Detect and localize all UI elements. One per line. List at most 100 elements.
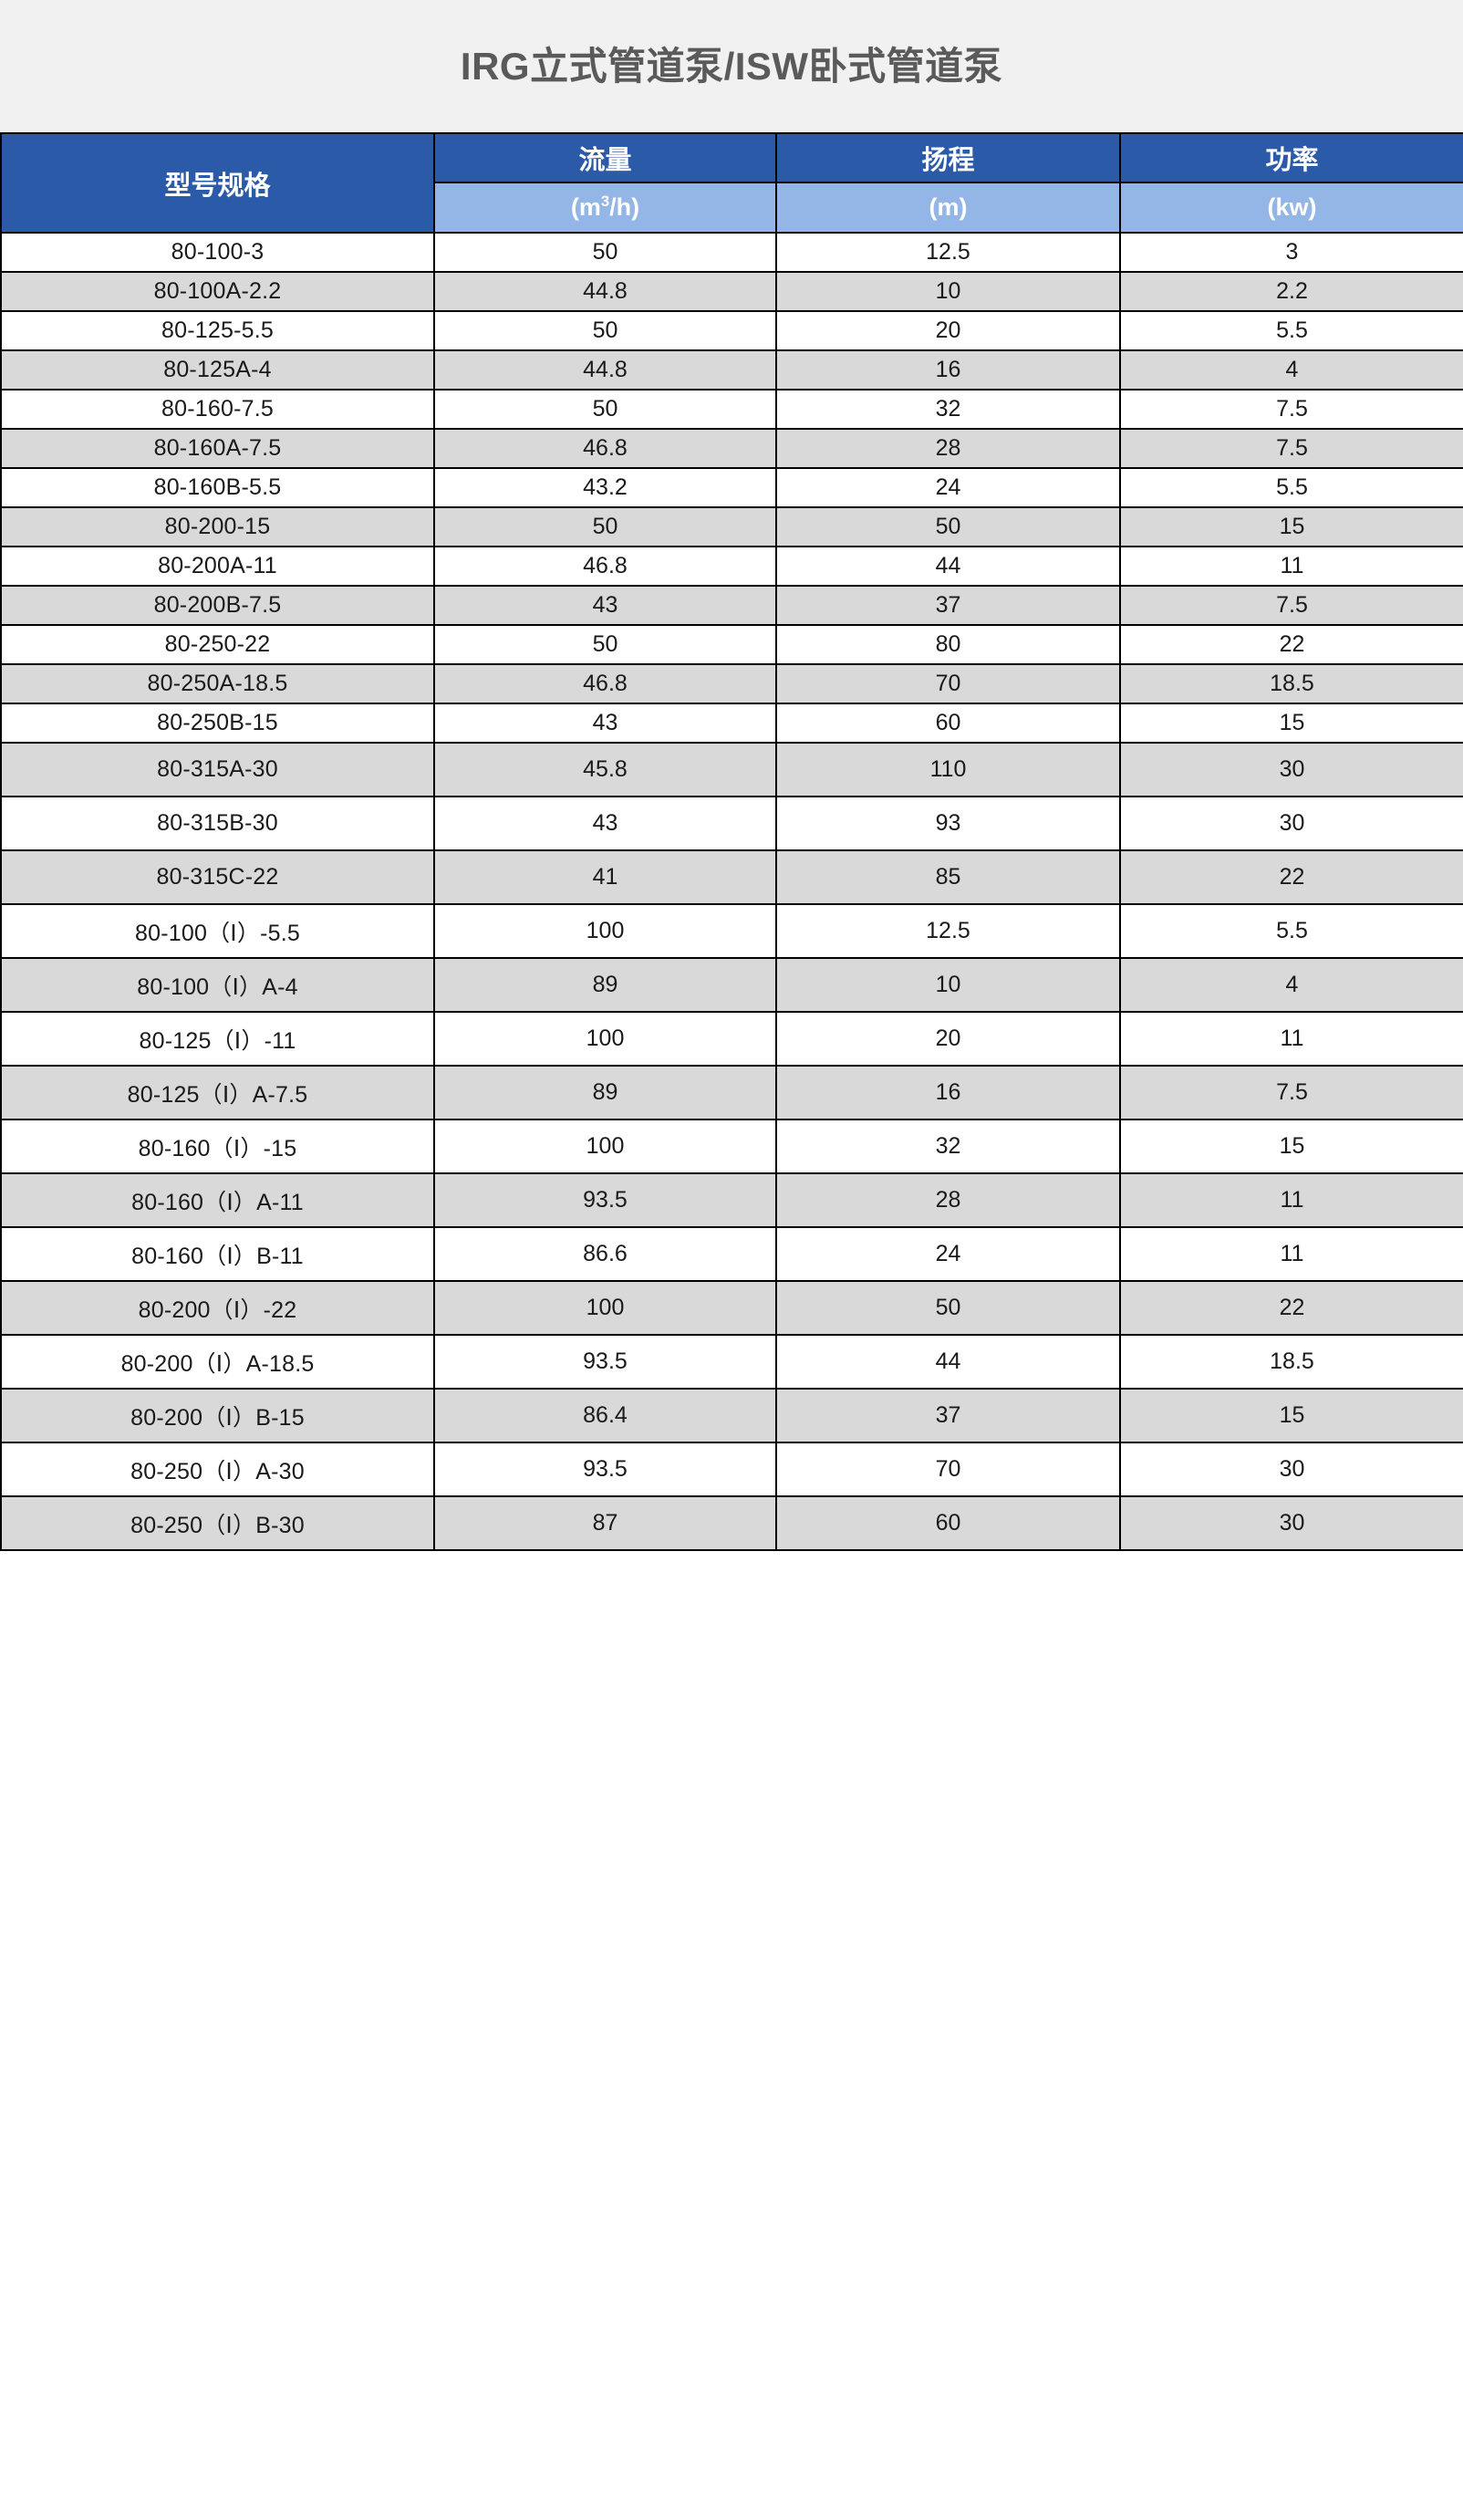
cell-flow: 43 bbox=[433, 585, 777, 626]
cell-flow: 50 bbox=[433, 310, 777, 351]
cell-model: 80-315A-30 bbox=[0, 742, 435, 797]
cell-flow: 46.8 bbox=[433, 546, 777, 587]
cell-flow: 43 bbox=[433, 796, 777, 851]
cell-model: 80-250B-15 bbox=[0, 703, 435, 744]
cell-power: 3 bbox=[1119, 232, 1463, 273]
cell-head: 50 bbox=[775, 506, 1121, 547]
table-row: 80-200A-11 46.8 44 11 bbox=[0, 546, 1463, 587]
table-row: 80-250A-18.5 46.8 70 18.5 bbox=[0, 663, 1463, 704]
cell-power: 4 bbox=[1119, 349, 1463, 390]
cell-head: 12.5 bbox=[775, 903, 1121, 959]
table-row: 80-200-15 50 50 15 bbox=[0, 506, 1463, 547]
cell-power: 15 bbox=[1119, 1388, 1463, 1443]
cell-model: 80-160A-7.5 bbox=[0, 428, 435, 469]
cell-flow: 89 bbox=[433, 1065, 777, 1120]
cell-power: 22 bbox=[1119, 624, 1463, 665]
cell-model: 80-200B-7.5 bbox=[0, 585, 435, 626]
cell-flow: 43.2 bbox=[433, 467, 777, 508]
cell-head: 60 bbox=[775, 703, 1121, 744]
cell-model: 80-160-7.5 bbox=[0, 389, 435, 430]
table-row: 80-250-22 50 80 22 bbox=[0, 624, 1463, 665]
cell-power: 2.2 bbox=[1119, 271, 1463, 312]
cell-head: 37 bbox=[775, 1388, 1121, 1443]
table-row: 80-160B-5.5 43.2 24 5.5 bbox=[0, 467, 1463, 508]
table-row: 80-125A-4 44.8 16 4 bbox=[0, 349, 1463, 390]
cell-flow: 50 bbox=[433, 389, 777, 430]
table-row: 80-160-7.5 50 32 7.5 bbox=[0, 389, 1463, 430]
cell-model: 80-100（Ⅰ）-5.5 bbox=[0, 903, 435, 959]
cell-head: 70 bbox=[775, 663, 1121, 704]
cell-model: 80-315B-30 bbox=[0, 796, 435, 851]
cell-model: 80-200（Ⅰ）-22 bbox=[0, 1280, 435, 1336]
cell-flow: 89 bbox=[433, 957, 777, 1013]
cell-head: 110 bbox=[775, 742, 1121, 797]
column-unit-flow-prefix: (m bbox=[570, 193, 601, 221]
spec-sheet-page: IRG立式管道泵/ISW卧式管道泵 型号规格 流量 扬程 功率 (m3/h) (… bbox=[0, 0, 1463, 1551]
header-row-primary: 型号规格 流量 扬程 功率 bbox=[0, 132, 1463, 234]
cell-flow: 87 bbox=[433, 1495, 777, 1551]
cell-head: 60 bbox=[775, 1495, 1121, 1551]
cell-model: 80-250（Ⅰ）A-30 bbox=[0, 1442, 435, 1497]
cell-head: 70 bbox=[775, 1442, 1121, 1497]
table-row: 80-100（Ⅰ）-5.5 100 12.5 5.5 bbox=[0, 903, 1463, 959]
table-row: 80-250（Ⅰ）B-30 87 60 30 bbox=[0, 1495, 1463, 1551]
cell-power: 18.5 bbox=[1119, 1334, 1463, 1390]
cell-model: 80-250（Ⅰ）B-30 bbox=[0, 1495, 435, 1551]
cell-model: 80-315C-22 bbox=[0, 849, 435, 905]
cell-head: 32 bbox=[775, 1119, 1121, 1174]
cell-head: 24 bbox=[775, 467, 1121, 508]
cell-power: 5.5 bbox=[1119, 467, 1463, 508]
cell-flow: 46.8 bbox=[433, 428, 777, 469]
cell-model: 80-160（Ⅰ）A-11 bbox=[0, 1172, 435, 1228]
cell-model: 80-125A-4 bbox=[0, 349, 435, 390]
cell-model: 80-125（Ⅰ）-11 bbox=[0, 1011, 435, 1067]
column-unit-head: (m) bbox=[775, 182, 1121, 234]
table-row: 80-250B-15 43 60 15 bbox=[0, 703, 1463, 744]
cell-head: 50 bbox=[775, 1280, 1121, 1336]
cell-model: 80-160（Ⅰ）-15 bbox=[0, 1119, 435, 1174]
cell-model: 80-125-5.5 bbox=[0, 310, 435, 351]
cell-power: 18.5 bbox=[1119, 663, 1463, 704]
cell-model: 80-160B-5.5 bbox=[0, 467, 435, 508]
column-unit-power: (kw) bbox=[1119, 182, 1463, 234]
table-row: 80-100-3 50 12.5 3 bbox=[0, 232, 1463, 273]
cell-model: 80-100-3 bbox=[0, 232, 435, 273]
table-row: 80-315B-30 43 93 30 bbox=[0, 796, 1463, 851]
table-row: 80-100（Ⅰ）A-4 89 10 4 bbox=[0, 957, 1463, 1013]
table-row: 80-125-5.5 50 20 5.5 bbox=[0, 310, 1463, 351]
table-row: 80-160（Ⅰ）B-11 86.6 24 11 bbox=[0, 1226, 1463, 1282]
cell-model: 80-125（Ⅰ）A-7.5 bbox=[0, 1065, 435, 1120]
column-header-flow: 流量 bbox=[433, 132, 777, 183]
cell-power: 7.5 bbox=[1119, 585, 1463, 626]
page-title: IRG立式管道泵/ISW卧式管道泵 bbox=[460, 44, 1003, 88]
cell-power: 5.5 bbox=[1119, 310, 1463, 351]
cell-flow: 44.8 bbox=[433, 349, 777, 390]
table-row: 80-250（Ⅰ）A-30 93.5 70 30 bbox=[0, 1442, 1463, 1497]
cell-flow: 45.8 bbox=[433, 742, 777, 797]
cell-model: 80-200A-11 bbox=[0, 546, 435, 587]
table-row: 80-100A-2.2 44.8 10 2.2 bbox=[0, 271, 1463, 312]
cell-head: 85 bbox=[775, 849, 1121, 905]
title-banner: IRG立式管道泵/ISW卧式管道泵 bbox=[0, 0, 1463, 132]
table-row: 80-200（Ⅰ）A-18.5 93.5 44 18.5 bbox=[0, 1334, 1463, 1390]
cell-flow: 46.8 bbox=[433, 663, 777, 704]
cell-model: 80-200（Ⅰ）B-15 bbox=[0, 1388, 435, 1443]
cell-head: 28 bbox=[775, 428, 1121, 469]
cell-power: 15 bbox=[1119, 1119, 1463, 1174]
cell-model: 80-100A-2.2 bbox=[0, 271, 435, 312]
cell-flow: 41 bbox=[433, 849, 777, 905]
cell-flow: 50 bbox=[433, 506, 777, 547]
cell-model: 80-200-15 bbox=[0, 506, 435, 547]
cell-head: 37 bbox=[775, 585, 1121, 626]
cell-flow: 44.8 bbox=[433, 271, 777, 312]
cell-flow: 50 bbox=[433, 232, 777, 273]
cell-head: 16 bbox=[775, 349, 1121, 390]
column-header-power: 功率 bbox=[1119, 132, 1463, 183]
cell-flow: 100 bbox=[433, 1011, 777, 1067]
cell-model: 80-100（Ⅰ）A-4 bbox=[0, 957, 435, 1013]
cell-flow: 86.6 bbox=[433, 1226, 777, 1282]
cell-flow: 100 bbox=[433, 903, 777, 959]
table-row: 80-200B-7.5 43 37 7.5 bbox=[0, 585, 1463, 626]
table-row: 80-160（Ⅰ）-15 100 32 15 bbox=[0, 1119, 1463, 1174]
cell-model: 80-160（Ⅰ）B-11 bbox=[0, 1226, 435, 1282]
